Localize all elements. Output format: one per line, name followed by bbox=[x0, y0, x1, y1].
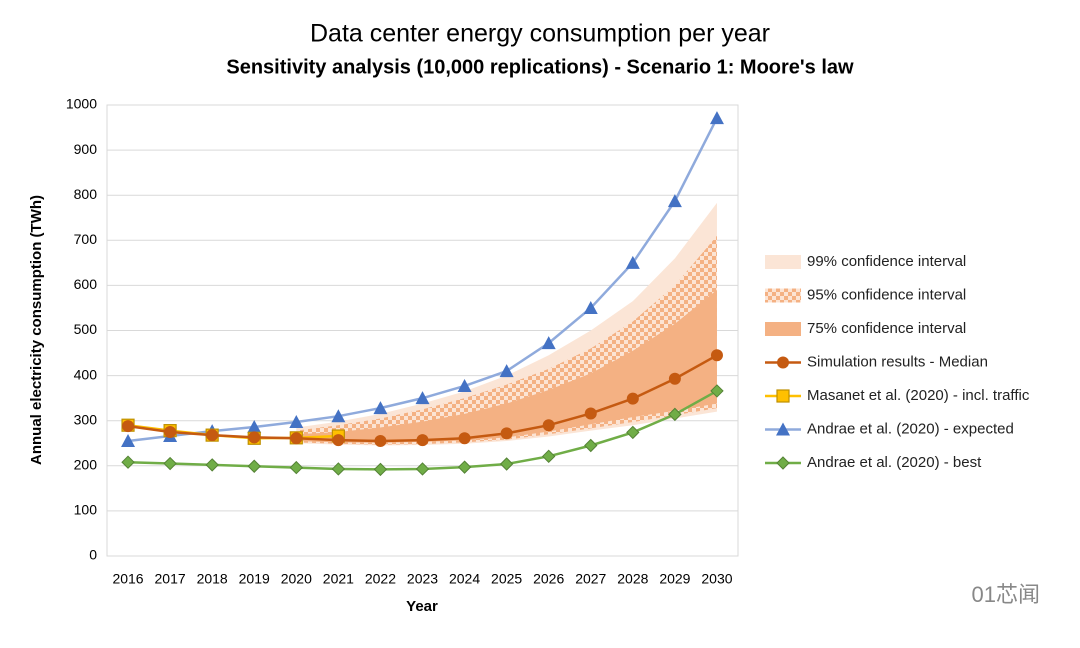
x-tick-label: 2026 bbox=[533, 571, 564, 587]
data-point bbox=[626, 392, 639, 405]
legend-marker bbox=[776, 456, 790, 470]
data-point bbox=[415, 462, 430, 476]
x-tick-label: 2018 bbox=[197, 571, 228, 587]
data-point bbox=[499, 364, 514, 378]
legend-marker bbox=[776, 389, 790, 403]
data-point bbox=[668, 372, 681, 385]
x-tick-label: 2029 bbox=[659, 571, 690, 587]
y-tick-label: 100 bbox=[74, 502, 98, 518]
y-tick-label: 0 bbox=[89, 547, 97, 563]
legend-label: 75% confidence interval bbox=[807, 320, 966, 337]
legend-label: 99% confidence interval bbox=[807, 253, 966, 270]
x-tick-label: 2030 bbox=[701, 571, 732, 587]
data-point bbox=[289, 460, 304, 475]
legend-swatch bbox=[765, 322, 801, 336]
x-tick-label: 2017 bbox=[155, 571, 186, 587]
y-axis-title: Annual electricity consumption (TWh) bbox=[28, 195, 45, 465]
y-tick-label: 500 bbox=[74, 321, 98, 337]
x-tick-label: 2022 bbox=[365, 571, 396, 587]
data-point bbox=[374, 434, 387, 447]
data-point bbox=[709, 111, 724, 125]
data-point bbox=[541, 449, 556, 464]
x-tick-label: 2019 bbox=[239, 571, 270, 587]
y-tick-label: 200 bbox=[74, 457, 98, 473]
y-tick-label: 700 bbox=[74, 231, 98, 247]
data-point bbox=[626, 425, 640, 440]
data-point bbox=[416, 434, 429, 447]
x-tick-label: 2028 bbox=[617, 571, 648, 587]
chart-title: Data center energy consumption per year bbox=[310, 20, 770, 48]
legend-label: Andrae et al. (2020) - best bbox=[807, 454, 982, 471]
data-point bbox=[331, 462, 346, 476]
data-point bbox=[332, 434, 345, 447]
watermark: 01芯闻 bbox=[972, 582, 1040, 607]
data-point bbox=[415, 391, 430, 405]
y-tick-label: 900 bbox=[74, 141, 98, 157]
y-tick-label: 800 bbox=[74, 186, 98, 202]
y-tick-label: 1000 bbox=[66, 96, 97, 112]
data-point bbox=[248, 431, 261, 444]
x-tick-label: 2020 bbox=[281, 571, 312, 587]
chart-subtitle: Sensitivity analysis (10,000 replication… bbox=[226, 56, 854, 78]
x-tick-label: 2021 bbox=[323, 571, 354, 587]
data-point bbox=[583, 300, 598, 314]
x-tick-label: 2027 bbox=[575, 571, 606, 587]
x-axis-title: Year bbox=[406, 598, 438, 615]
data-point bbox=[458, 432, 471, 445]
data-point bbox=[710, 384, 724, 398]
data-point bbox=[542, 419, 555, 432]
data-point bbox=[499, 457, 514, 471]
legend-swatch bbox=[765, 255, 801, 269]
data-point bbox=[541, 336, 556, 350]
x-tick-label: 2025 bbox=[491, 571, 522, 587]
legend-label: Masanet et al. (2020) - incl. traffic bbox=[807, 387, 1030, 404]
data-point bbox=[247, 420, 262, 434]
legend-label: 95% confidence interval bbox=[807, 286, 966, 303]
x-tick-label: 2024 bbox=[449, 571, 480, 587]
data-point bbox=[289, 415, 304, 429]
y-tick-label: 400 bbox=[74, 366, 98, 382]
legend-marker bbox=[776, 422, 790, 436]
data-point bbox=[500, 427, 513, 440]
data-point bbox=[667, 194, 682, 208]
legend-swatch bbox=[765, 288, 801, 303]
data-point bbox=[584, 438, 598, 453]
data-point bbox=[206, 429, 219, 442]
data-point bbox=[164, 425, 177, 438]
data-point bbox=[710, 349, 723, 362]
y-tick-label: 300 bbox=[74, 411, 98, 427]
data-point bbox=[331, 409, 346, 423]
data-point bbox=[290, 432, 303, 445]
data-point bbox=[163, 456, 177, 471]
x-tick-label: 2016 bbox=[112, 571, 143, 587]
data-point bbox=[205, 458, 219, 472]
data-point bbox=[584, 407, 597, 420]
data-point bbox=[373, 462, 388, 477]
data-point bbox=[625, 255, 640, 269]
legend-label: Andrae et al. (2020) - expected bbox=[807, 420, 1014, 437]
y-tick-label: 600 bbox=[74, 276, 98, 292]
data-point bbox=[457, 460, 472, 474]
data-point bbox=[457, 378, 472, 392]
data-point bbox=[121, 455, 135, 469]
legend-marker bbox=[777, 356, 789, 369]
data-point bbox=[373, 401, 388, 415]
x-tick-label: 2023 bbox=[407, 571, 438, 587]
plot-border bbox=[106, 104, 739, 557]
data-point bbox=[122, 420, 135, 433]
data-point bbox=[247, 459, 261, 473]
data-point bbox=[668, 407, 682, 422]
confidence-band bbox=[296, 289, 717, 443]
legend-label: Simulation results - Median bbox=[807, 353, 988, 370]
data-point bbox=[121, 433, 136, 447]
